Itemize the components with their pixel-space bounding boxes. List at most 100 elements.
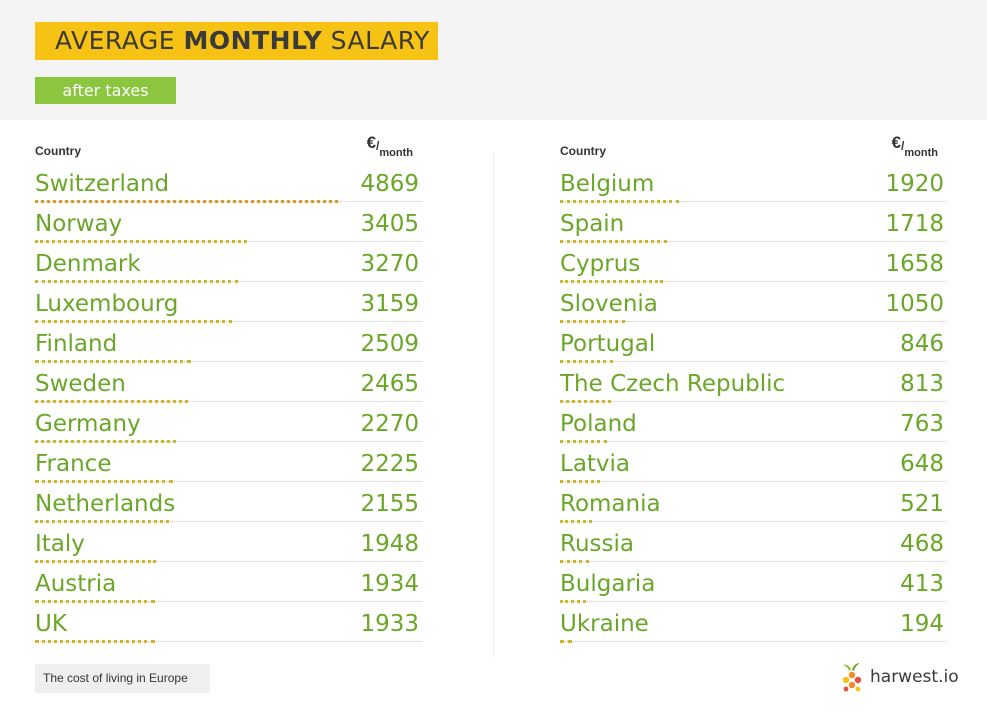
salary-bar [35, 440, 176, 443]
country-label: The Czech Republic [560, 371, 786, 397]
salary-bar [35, 640, 155, 643]
salary-bar [35, 360, 191, 363]
row-dotted-rule [560, 241, 946, 242]
table-row: Portugal 846 [560, 327, 946, 367]
salary-value: 194 [900, 611, 944, 637]
country-label: Sweden [35, 371, 126, 397]
salary-bar [35, 560, 156, 563]
salary-value: 3405 [360, 211, 419, 237]
salary-value: 2225 [360, 451, 419, 477]
country-label: Latvia [560, 451, 631, 477]
table-row: Cyprus 1658 [560, 247, 946, 287]
row-dotted-rule [560, 361, 946, 362]
salary-value: 3270 [360, 251, 419, 277]
salary-value: 2155 [360, 491, 419, 517]
table-row: Norway 3405 [35, 207, 421, 247]
header-band: AVERAGE MONTHLY SALARY after taxes [0, 0, 987, 120]
page-title: AVERAGE MONTHLY SALARY [35, 22, 438, 60]
country-label: Germany [35, 411, 141, 437]
table-row: France 2225 [35, 447, 421, 487]
row-dotted-rule [35, 521, 421, 522]
country-label: Bulgaria [560, 571, 656, 597]
salary-bar [35, 520, 169, 523]
salary-value: 648 [900, 451, 944, 477]
row-dotted-rule [35, 361, 421, 362]
country-label: Ukraine [560, 611, 649, 637]
salary-value: 1050 [885, 291, 944, 317]
salary-value: 1718 [885, 211, 944, 237]
table-row: Spain 1718 [560, 207, 946, 247]
row-dotted-rule [560, 521, 946, 522]
table-row: Romania 521 [560, 487, 946, 527]
table-row: Denmark 3270 [35, 247, 421, 287]
salary-value: 1933 [360, 611, 419, 637]
salary-value: 846 [900, 331, 944, 357]
salary-bar [560, 200, 679, 203]
table-row: UK 1933 [35, 607, 421, 647]
salary-bar [560, 640, 572, 643]
table-row: Russia 468 [560, 527, 946, 567]
country-label: Switzerland [35, 171, 170, 197]
salary-table-left: Country €/month Switzerland 4869 Norway 340… [35, 133, 421, 647]
table-row: Germany 2270 [35, 407, 421, 447]
salary-value: 2465 [360, 371, 419, 397]
brand-logo: harwest.io [840, 660, 959, 694]
title-suffix: SALARY [322, 26, 430, 55]
table-row: Latvia 648 [560, 447, 946, 487]
footer-caption: The cost of living in Europe [35, 664, 210, 693]
table-rows: Belgium 1920 Spain 1718 Cyprus 1658 Slovenia 10… [560, 167, 946, 647]
salary-bar [560, 600, 586, 603]
salary-bar [560, 240, 667, 243]
row-dotted-rule [560, 281, 946, 282]
title-prefix: AVERAGE [55, 26, 184, 55]
country-label: Denmark [35, 251, 141, 277]
row-dotted-rule [560, 321, 946, 322]
salary-value: 813 [900, 371, 944, 397]
salary-bar [35, 320, 232, 323]
table-row: Bulgaria 413 [560, 567, 946, 607]
salary-bar [35, 400, 188, 403]
column-divider [493, 152, 494, 657]
unit-column-header: €/month [366, 133, 413, 159]
salary-value: 3159 [360, 291, 419, 317]
table-row: Slovenia 1050 [560, 287, 946, 327]
table-header: Country €/month [560, 133, 946, 167]
subtitle-badge: after taxes [35, 77, 176, 104]
salary-value: 468 [900, 531, 944, 557]
table-row: Sweden 2465 [35, 367, 421, 407]
table-row: Netherlands 2155 [35, 487, 421, 527]
country-column-header: Country [35, 144, 81, 158]
salary-value: 2270 [360, 411, 419, 437]
country-label: Portugal [560, 331, 656, 357]
country-label: France [35, 451, 112, 477]
row-dotted-rule [560, 441, 946, 442]
row-dotted-rule [560, 481, 946, 482]
table-header: Country €/month [35, 133, 421, 167]
country-label: Romania [560, 491, 661, 517]
country-label: Belgium [560, 171, 655, 197]
row-dotted-rule [35, 481, 421, 482]
harwest-logo-icon [842, 663, 862, 692]
salary-bar [560, 360, 613, 363]
country-label: Poland [560, 411, 637, 437]
salary-bar [35, 240, 247, 243]
country-label: Norway [35, 211, 123, 237]
salary-bar [560, 560, 589, 563]
country-label: UK [35, 611, 67, 637]
row-dotted-rule [560, 201, 946, 202]
salary-bar [560, 440, 607, 443]
row-dotted-rule [560, 561, 946, 562]
row-dotted-rule [560, 641, 946, 642]
row-dotted-rule [35, 441, 421, 442]
table-row: Poland 763 [560, 407, 946, 447]
table-row: Belgium 1920 [560, 167, 946, 207]
salary-bar [35, 200, 338, 203]
salary-table-right: Country €/month Belgium 1920 Spain 1718 Cypr… [560, 133, 946, 647]
table-row: Ukraine 194 [560, 607, 946, 647]
salary-value: 2509 [360, 331, 419, 357]
salary-bar [35, 280, 238, 283]
country-label: Finland [35, 331, 118, 357]
country-column-header: Country [560, 144, 606, 158]
salary-value: 1920 [885, 171, 944, 197]
table-row: Switzerland 4869 [35, 167, 421, 207]
